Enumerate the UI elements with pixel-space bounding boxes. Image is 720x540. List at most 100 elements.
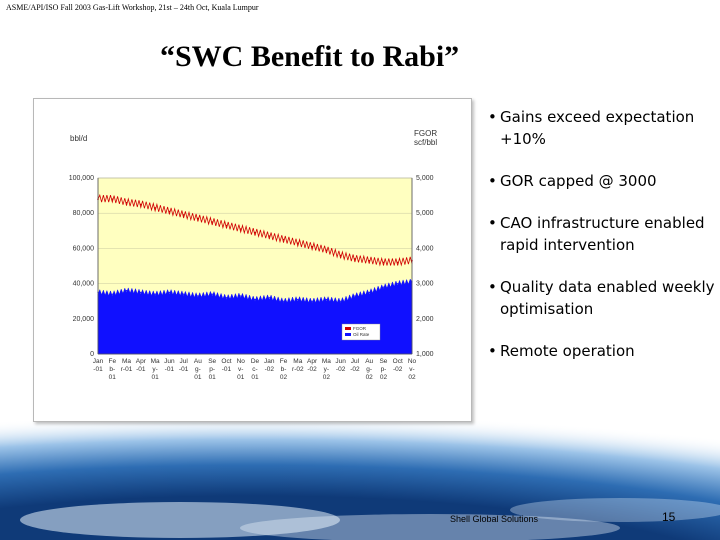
- data-point: [397, 283, 399, 285]
- x-tick-label: 02: [280, 374, 288, 381]
- x-tick-label: y-: [324, 366, 329, 373]
- data-point: [368, 291, 370, 293]
- x-tick-label: Jul: [351, 358, 360, 365]
- x-tick-label: Apr: [136, 358, 147, 365]
- x-tick-label: Ma: [122, 358, 131, 365]
- data-point: [211, 221, 213, 223]
- page-number: 15: [662, 510, 676, 524]
- x-tick-label: 01: [194, 374, 202, 381]
- x-tick-label: Se: [379, 358, 387, 365]
- x-tick-label: No: [237, 358, 246, 365]
- legend-label: FGOR: [353, 326, 367, 331]
- data-point: [325, 298, 327, 301]
- y-axis-label-right: scf/bbl: [414, 138, 437, 147]
- x-tick-label: -01: [93, 366, 103, 373]
- bullet-item: GOR capped @ 3000: [486, 170, 716, 192]
- x-tick-label: Fe: [280, 358, 288, 365]
- x-tick-label: 01: [251, 374, 259, 381]
- data-point: [325, 249, 328, 251]
- x-tick-label: -01: [136, 366, 146, 373]
- x-tick-label: p-: [381, 366, 387, 373]
- data-point: [111, 198, 114, 200]
- x-tick-label: b-: [109, 366, 115, 373]
- data-point: [240, 295, 242, 297]
- x-tick-label: 01: [237, 374, 245, 381]
- x-tick-label: -02: [265, 366, 275, 373]
- x-tick-label: 02: [408, 374, 416, 381]
- data-point: [354, 295, 356, 297]
- bullet-item: Remote operation: [486, 340, 716, 362]
- x-tick-label: -01: [222, 366, 232, 373]
- data-point: [182, 214, 185, 216]
- data-point: [268, 235, 271, 237]
- x-tick-label: y-: [152, 366, 157, 373]
- y-tick-label-right: 5,000: [416, 210, 434, 217]
- x-tick-label: Ma: [151, 358, 160, 365]
- globe-background: [0, 400, 720, 540]
- x-tick-label: -01: [179, 366, 189, 373]
- y-tick-label-right: 2,000: [416, 316, 434, 323]
- y-tick-label-left: 80,000: [73, 210, 95, 217]
- x-tick-label: 01: [209, 374, 217, 381]
- y-tick-label-left: 100,000: [69, 175, 94, 182]
- bullet-list: Gains exceed expectation +10% GOR capped…: [486, 106, 716, 362]
- data-point: [297, 242, 299, 244]
- x-tick-label: 02: [380, 374, 388, 381]
- x-tick-label: 02: [323, 374, 331, 381]
- data-point: [111, 293, 113, 295]
- company-footer: Shell Global Solutions: [450, 514, 539, 524]
- slide-title: “SWC Benefit to Rabi”: [160, 40, 460, 73]
- x-tick-label: -02: [350, 366, 360, 373]
- data-point: [140, 291, 142, 293]
- x-tick-label: Au: [365, 358, 373, 365]
- series-line-fgor: [97, 193, 413, 267]
- data-point: [311, 245, 313, 248]
- data-point: [197, 295, 199, 297]
- x-tick-label: -02: [336, 366, 346, 373]
- x-tick-label: c-: [252, 366, 257, 373]
- data-point: [354, 258, 356, 260]
- x-tick-label: Apr: [307, 358, 318, 365]
- y-axis-label-right: FGOR: [414, 129, 437, 138]
- x-tick-label: No: [408, 358, 417, 365]
- data-point: [239, 228, 242, 230]
- x-tick-label: De: [251, 358, 260, 365]
- data-point: [125, 290, 128, 292]
- workshop-header: ASME/API/ISO Fall 2003 Gas-Lift Workshop…: [6, 3, 259, 12]
- data-point: [311, 300, 313, 302]
- x-tick-label: Fe: [108, 358, 116, 365]
- data-point: [382, 261, 385, 264]
- data-point: [211, 293, 213, 295]
- data-point: [396, 261, 399, 264]
- legend-swatch: [345, 333, 351, 336]
- data-point: [368, 259, 370, 262]
- production-chart: bbl/dFGORscf/bbl100,00080,00060,00040,00…: [69, 129, 438, 381]
- data-point: [168, 291, 170, 293]
- x-tick-label: -01: [165, 366, 175, 373]
- data-point: [282, 300, 285, 302]
- x-tick-label: Jan: [93, 358, 104, 365]
- x-tick-label: Au: [194, 358, 202, 365]
- y-tick-label-right: 4,000: [416, 245, 434, 252]
- data-point: [225, 224, 228, 227]
- x-tick-label: Jun: [335, 358, 346, 365]
- y-axis-label-left: bbl/d: [70, 134, 87, 143]
- data-point: [197, 217, 199, 220]
- data-point: [154, 293, 156, 295]
- x-tick-label: Oct: [221, 358, 231, 365]
- x-tick-label: b-: [281, 366, 287, 373]
- data-point: [254, 298, 256, 301]
- legend-box: [341, 323, 381, 341]
- x-tick-label: Ma: [322, 358, 331, 365]
- x-tick-label: -02: [307, 366, 317, 373]
- legend-swatch: [345, 327, 351, 330]
- data-point: [183, 293, 185, 295]
- x-tick-label: 02: [366, 374, 374, 381]
- data-point: [297, 298, 299, 301]
- data-point: [125, 201, 128, 204]
- x-tick-label: r-01: [121, 366, 133, 373]
- x-tick-label: Se: [208, 358, 216, 365]
- x-tick-label: Jun: [164, 358, 175, 365]
- y-tick-label-left: 20,000: [73, 316, 95, 323]
- series-area-oil-rate: [97, 278, 413, 355]
